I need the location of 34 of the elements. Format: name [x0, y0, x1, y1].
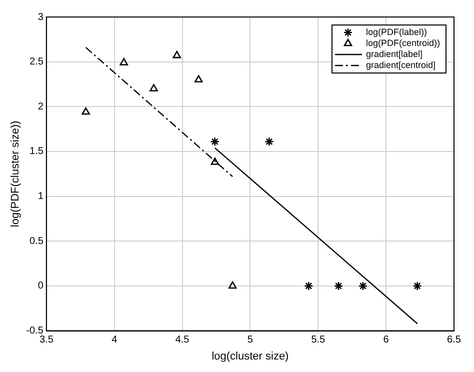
x-axis-title: log(cluster size): [212, 350, 289, 362]
y-tick-label: 0.5: [30, 236, 44, 247]
y-axis-title: log(PDF(cluster size)): [10, 120, 22, 228]
point: [210, 158, 220, 165]
point: [358, 281, 368, 291]
x-tick-label: 5: [247, 334, 254, 346]
point: [194, 75, 203, 82]
legend-label: gradient[centroid]: [366, 60, 436, 70]
point: [334, 281, 344, 291]
point: [228, 281, 237, 289]
y-tick-label: 1: [38, 191, 44, 202]
x-tick-label: 6.5: [447, 334, 462, 346]
y-tick-label: 2: [38, 101, 44, 112]
x-tick-label: 6: [383, 334, 390, 346]
point: [412, 281, 422, 291]
point: [264, 136, 274, 146]
y-tick-label: 0: [38, 280, 44, 292]
legend-label: gradient[label]: [366, 48, 423, 59]
point: [82, 107, 90, 115]
point: [210, 136, 220, 146]
x-tick-label: 4: [112, 334, 118, 346]
point: [304, 281, 314, 291]
point: [120, 58, 128, 66]
y-tick-label: -0.5: [26, 326, 44, 337]
legend-label: log(PDF(centroid)): [366, 38, 440, 48]
y-tick-label: 1.5: [30, 146, 44, 158]
point: [150, 84, 158, 92]
x-tick-label: 5.5: [311, 334, 326, 346]
x-tick-label: 4.5: [175, 334, 190, 346]
y-tick-label: 2.5: [30, 56, 44, 68]
legend-label: log(PDF(label)): [366, 26, 427, 37]
x-tick-label: 3.5: [39, 334, 54, 346]
point: [172, 50, 181, 58]
y-tick-label: 3: [38, 12, 44, 23]
